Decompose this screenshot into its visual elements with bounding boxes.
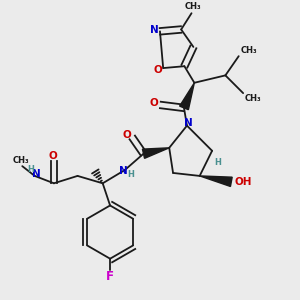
Text: N: N	[150, 25, 159, 35]
Text: N: N	[32, 169, 40, 179]
Text: N: N	[119, 166, 128, 176]
Polygon shape	[200, 176, 232, 187]
Text: CH₃: CH₃	[244, 94, 261, 103]
Polygon shape	[180, 83, 194, 110]
Text: O: O	[123, 130, 131, 140]
Text: CH₃: CH₃	[13, 156, 29, 165]
Text: F: F	[106, 270, 114, 283]
Text: O: O	[149, 98, 158, 109]
Text: H: H	[214, 158, 221, 167]
Text: O: O	[154, 64, 162, 74]
Text: CH₃: CH₃	[185, 2, 201, 11]
Polygon shape	[142, 148, 169, 158]
Text: O: O	[48, 151, 57, 161]
Text: CH₃: CH₃	[240, 46, 257, 55]
Text: OH: OH	[235, 177, 252, 187]
Text: H: H	[27, 166, 34, 175]
Text: H: H	[127, 170, 134, 179]
Text: N: N	[184, 118, 193, 128]
